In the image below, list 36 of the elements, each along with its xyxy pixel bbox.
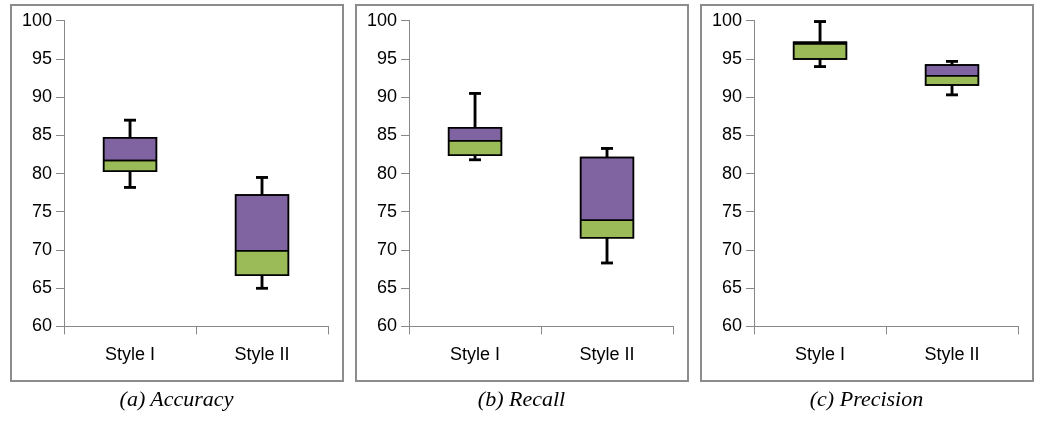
- text: (a) Accuracy: [119, 386, 234, 412]
- y-tick-label: 95: [721, 47, 742, 68]
- y-tick-label: 80: [376, 162, 397, 183]
- text: (c) Precision: [809, 386, 924, 412]
- y-tick-label: 65: [31, 277, 52, 298]
- x-tick-label: Style II: [578, 344, 635, 365]
- text: (b) Recall: [477, 386, 566, 412]
- y-tick-label: 85: [376, 124, 397, 145]
- y-tick-label: 80: [31, 162, 52, 183]
- x-tick-label: Style II: [233, 344, 290, 365]
- y-tick-label: 75: [376, 200, 397, 221]
- y-tick-label: 90: [721, 86, 742, 107]
- y-tick-label: 65: [376, 277, 397, 298]
- y-tick-label: 70: [376, 238, 397, 259]
- x-tick-label: Style I: [794, 344, 845, 365]
- y-tick-label: 85: [31, 124, 52, 145]
- y-tick-label: 75: [721, 200, 742, 221]
- y-tick-label: 85: [721, 124, 742, 145]
- y-tick-label: 100: [366, 9, 397, 30]
- y-tick-label: 90: [376, 86, 397, 107]
- y-tick-label: 70: [31, 238, 52, 259]
- y-tick-label: 65: [721, 277, 742, 298]
- y-tick-label: 60: [376, 315, 397, 336]
- y-tick-label: 90: [31, 86, 52, 107]
- y-tick-label: 100: [711, 9, 742, 30]
- x-tick-label: Style I: [449, 344, 500, 365]
- y-tick-label: 60: [31, 315, 52, 336]
- y-tick-label: 95: [31, 47, 52, 68]
- x-tick-label: Style I: [104, 344, 155, 365]
- y-tick-label: 100: [21, 9, 52, 30]
- y-tick-label: 75: [31, 200, 52, 221]
- y-tick-label: 95: [376, 47, 397, 68]
- x-tick-label: Style II: [923, 344, 980, 365]
- y-tick-label: 80: [721, 162, 742, 183]
- y-tick-label: 70: [721, 238, 742, 259]
- y-tick-label: 60: [721, 315, 742, 336]
